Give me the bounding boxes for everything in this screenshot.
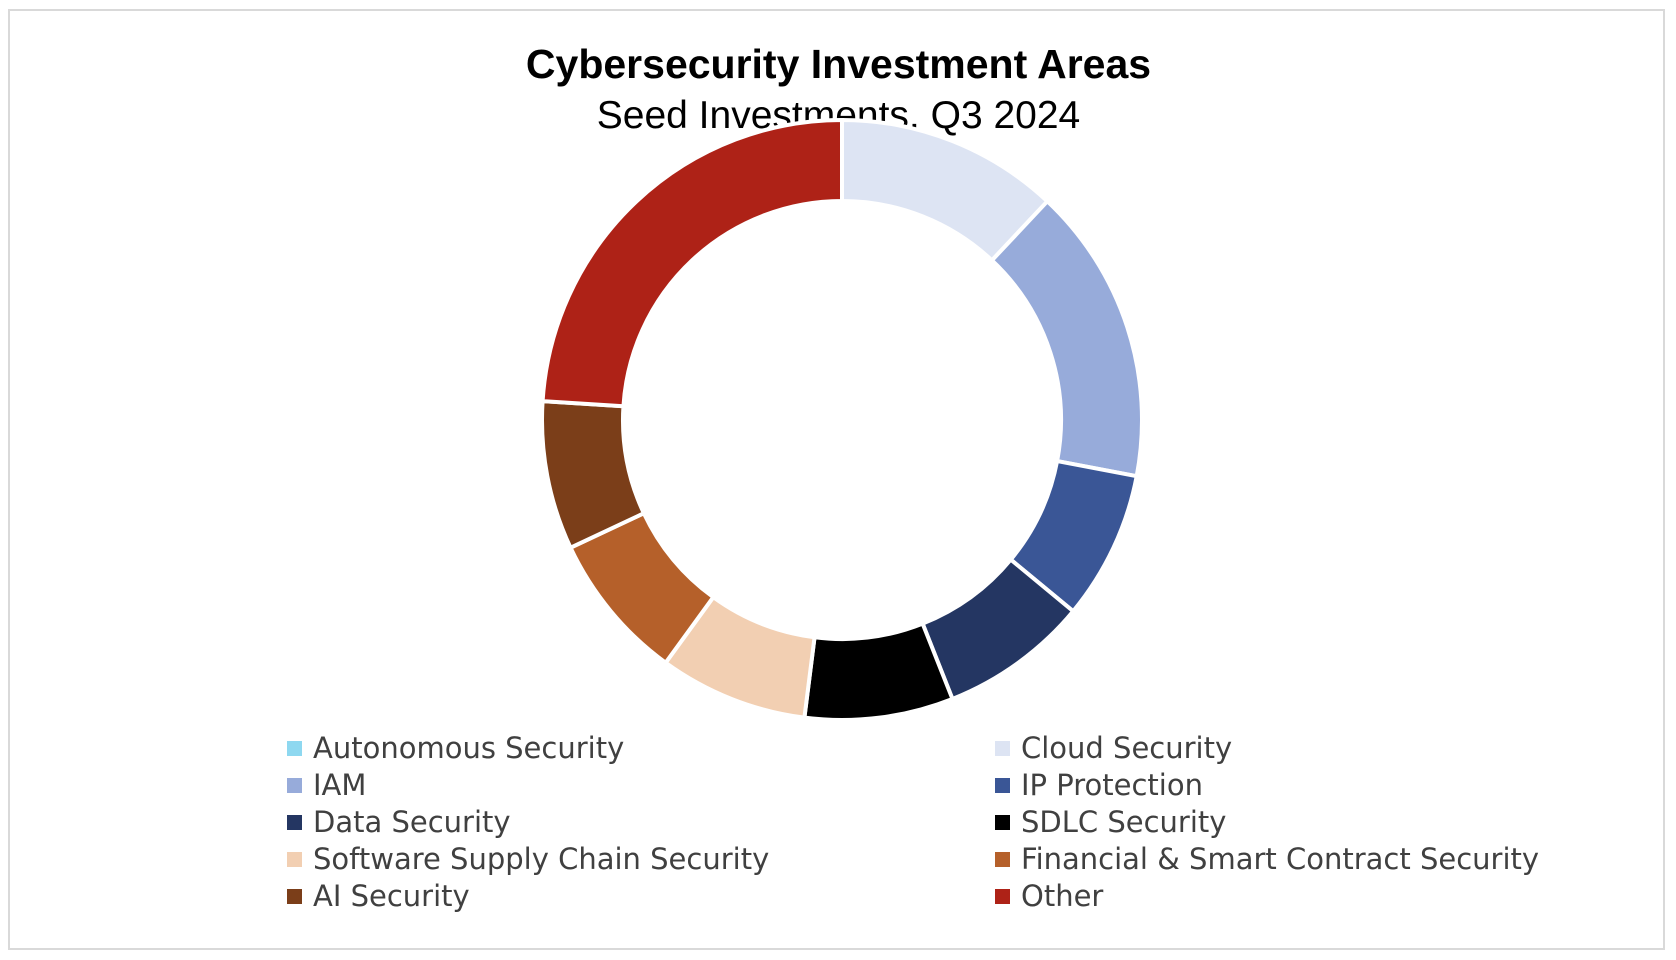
legend-swatch xyxy=(287,851,302,867)
legend-item-iam: IAM xyxy=(287,767,366,803)
legend-swatch xyxy=(995,814,1010,830)
legend-swatch xyxy=(995,888,1010,904)
legend-label: Data Security xyxy=(313,805,511,839)
legend-label: SDLC Security xyxy=(1021,805,1227,839)
donut-slice-other xyxy=(540,117,844,409)
legend-swatch xyxy=(287,740,302,756)
legend-item-sdlc-security: SDLC Security xyxy=(995,804,1226,840)
legend-swatch xyxy=(995,777,1010,793)
legend-item-autonomous-security: Autonomous Security xyxy=(287,730,624,766)
legend-label: Autonomous Security xyxy=(313,731,625,765)
legend-item-data-security: Data Security xyxy=(287,804,511,840)
legend-label: Financial & Smart Contract Security xyxy=(1021,842,1540,876)
donut-chart xyxy=(540,117,1145,722)
legend-swatch xyxy=(287,777,302,793)
legend-item-other: Other xyxy=(995,878,1103,914)
legend-item-software-supply-chain-security: Software Supply Chain Security xyxy=(287,841,769,877)
legend-swatch xyxy=(287,888,302,904)
legend-swatch xyxy=(287,814,302,830)
chart-frame: Cybersecurity Investment Areas Seed Inve… xyxy=(8,9,1665,950)
legend-item-cloud-security: Cloud Security xyxy=(995,730,1232,766)
chart-title: Cybersecurity Investment Areas xyxy=(525,41,1152,87)
legend-item-ip-protection: IP Protection xyxy=(995,767,1203,803)
chart-legend: Autonomous Security Cloud Security IAM IP P… xyxy=(10,11,1667,952)
legend-label: IAM xyxy=(313,768,367,802)
legend-swatch xyxy=(995,740,1010,756)
legend-label: Other xyxy=(1021,879,1104,913)
legend-label: AI Security xyxy=(313,879,470,913)
legend-item-financial-smart-contract-security: Financial & Smart Contract Security xyxy=(995,841,1539,877)
legend-label: Software Supply Chain Security xyxy=(313,842,770,876)
legend-swatch xyxy=(995,851,1010,867)
legend-item-ai-security: AI Security xyxy=(287,878,470,914)
legend-label: Cloud Security xyxy=(1021,731,1233,765)
legend-label: IP Protection xyxy=(1021,768,1203,802)
